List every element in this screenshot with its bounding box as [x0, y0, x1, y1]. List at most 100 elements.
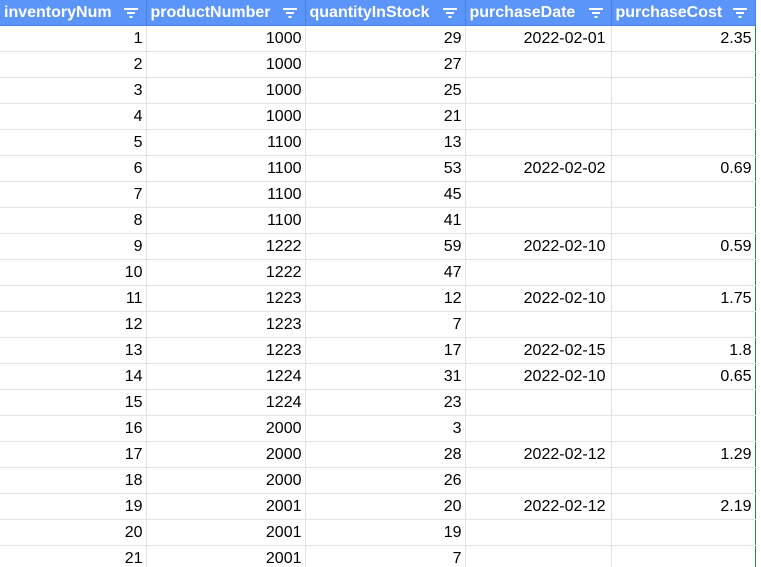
- cell-purchaseDate[interactable]: [465, 467, 612, 494]
- cell-inventoryNum[interactable]: 19: [0, 493, 147, 520]
- cell-inventoryNum[interactable]: 16: [0, 415, 147, 442]
- cell-inventoryNum[interactable]: 11: [0, 285, 147, 312]
- column-header-inventoryNum[interactable]: inventoryNum: [0, 0, 147, 26]
- cell-purchaseCost[interactable]: [611, 77, 756, 104]
- filter-icon[interactable]: [587, 4, 605, 22]
- cell-purchaseCost[interactable]: [611, 259, 756, 286]
- cell-productNumber[interactable]: 1000: [146, 25, 306, 52]
- cell-purchaseCost[interactable]: 2.19: [611, 493, 756, 520]
- cell-quantityInStock[interactable]: 17: [305, 337, 466, 364]
- cell-productNumber[interactable]: 1100: [146, 155, 306, 182]
- cell-purchaseCost[interactable]: 0.69: [611, 155, 756, 182]
- cell-inventoryNum[interactable]: 2: [0, 51, 147, 78]
- cell-purchaseDate[interactable]: 2022-02-15: [465, 337, 612, 364]
- cell-inventoryNum[interactable]: 21: [0, 545, 147, 567]
- column-header-purchaseDate[interactable]: purchaseDate: [465, 0, 612, 26]
- cell-productNumber[interactable]: 1222: [146, 233, 306, 260]
- cell-productNumber[interactable]: 1223: [146, 337, 306, 364]
- cell-purchaseDate[interactable]: [465, 259, 612, 286]
- cell-purchaseDate[interactable]: [465, 519, 612, 546]
- filter-icon[interactable]: [441, 4, 459, 22]
- column-header-purchaseCost[interactable]: purchaseCost: [611, 0, 756, 26]
- cell-productNumber[interactable]: 1000: [146, 51, 306, 78]
- cell-productNumber[interactable]: 2000: [146, 441, 306, 468]
- cell-purchaseDate[interactable]: [465, 311, 612, 338]
- cell-quantityInStock[interactable]: 26: [305, 467, 466, 494]
- cell-quantityInStock[interactable]: 41: [305, 207, 466, 234]
- cell-purchaseCost[interactable]: [611, 311, 756, 338]
- cell-inventoryNum[interactable]: 18: [0, 467, 147, 494]
- cell-productNumber[interactable]: 2001: [146, 545, 306, 567]
- cell-quantityInStock[interactable]: 29: [305, 25, 466, 52]
- cell-productNumber[interactable]: 1224: [146, 389, 306, 416]
- cell-productNumber[interactable]: 2000: [146, 415, 306, 442]
- cell-inventoryNum[interactable]: 8: [0, 207, 147, 234]
- cell-productNumber[interactable]: 1100: [146, 129, 306, 156]
- cell-inventoryNum[interactable]: 9: [0, 233, 147, 260]
- cell-inventoryNum[interactable]: 10: [0, 259, 147, 286]
- cell-purchaseDate[interactable]: [465, 207, 612, 234]
- cell-quantityInStock[interactable]: 3: [305, 415, 466, 442]
- cell-purchaseDate[interactable]: 2022-02-02: [465, 155, 612, 182]
- column-header-quantityInStock[interactable]: quantityInStock: [305, 0, 466, 26]
- cell-purchaseDate[interactable]: 2022-02-12: [465, 441, 612, 468]
- cell-quantityInStock[interactable]: 28: [305, 441, 466, 468]
- cell-productNumber[interactable]: 1100: [146, 181, 306, 208]
- cell-purchaseCost[interactable]: [611, 129, 756, 156]
- cell-purchaseCost[interactable]: 1.29: [611, 441, 756, 468]
- cell-purchaseCost[interactable]: 0.59: [611, 233, 756, 260]
- cell-quantityInStock[interactable]: 59: [305, 233, 466, 260]
- cell-quantityInStock[interactable]: 12: [305, 285, 466, 312]
- cell-inventoryNum[interactable]: 17: [0, 441, 147, 468]
- cell-purchaseCost[interactable]: 0.65: [611, 363, 756, 390]
- filter-icon[interactable]: [281, 4, 299, 22]
- cell-inventoryNum[interactable]: 6: [0, 155, 147, 182]
- column-header-productNumber[interactable]: productNumber: [146, 0, 306, 26]
- cell-purchaseCost[interactable]: [611, 207, 756, 234]
- cell-inventoryNum[interactable]: 7: [0, 181, 147, 208]
- cell-inventoryNum[interactable]: 3: [0, 77, 147, 104]
- cell-quantityInStock[interactable]: 7: [305, 311, 466, 338]
- cell-productNumber[interactable]: 2001: [146, 493, 306, 520]
- cell-inventoryNum[interactable]: 1: [0, 25, 147, 52]
- cell-quantityInStock[interactable]: 25: [305, 77, 466, 104]
- cell-purchaseDate[interactable]: [465, 77, 612, 104]
- cell-quantityInStock[interactable]: 21: [305, 103, 466, 130]
- cell-quantityInStock[interactable]: 19: [305, 519, 466, 546]
- cell-inventoryNum[interactable]: 14: [0, 363, 147, 390]
- cell-purchaseDate[interactable]: 2022-02-01: [465, 25, 612, 52]
- cell-purchaseCost[interactable]: 1.75: [611, 285, 756, 312]
- cell-purchaseDate[interactable]: [465, 415, 612, 442]
- cell-productNumber[interactable]: 1223: [146, 285, 306, 312]
- cell-productNumber[interactable]: 1223: [146, 311, 306, 338]
- cell-quantityInStock[interactable]: 13: [305, 129, 466, 156]
- cell-purchaseDate[interactable]: [465, 389, 612, 416]
- cell-inventoryNum[interactable]: 12: [0, 311, 147, 338]
- cell-quantityInStock[interactable]: 47: [305, 259, 466, 286]
- cell-quantityInStock[interactable]: 45: [305, 181, 466, 208]
- cell-quantityInStock[interactable]: 23: [305, 389, 466, 416]
- cell-purchaseDate[interactable]: [465, 545, 612, 567]
- cell-purchaseDate[interactable]: 2022-02-10: [465, 363, 612, 390]
- cell-productNumber[interactable]: 2001: [146, 519, 306, 546]
- filter-icon[interactable]: [122, 4, 140, 22]
- cell-purchaseDate[interactable]: [465, 129, 612, 156]
- cell-purchaseCost[interactable]: [611, 415, 756, 442]
- cell-productNumber[interactable]: 1000: [146, 77, 306, 104]
- filter-icon[interactable]: [731, 4, 749, 22]
- cell-purchaseCost[interactable]: [611, 181, 756, 208]
- cell-purchaseCost[interactable]: [611, 51, 756, 78]
- cell-purchaseDate[interactable]: 2022-02-12: [465, 493, 612, 520]
- cell-inventoryNum[interactable]: 13: [0, 337, 147, 364]
- cell-inventoryNum[interactable]: 20: [0, 519, 147, 546]
- cell-productNumber[interactable]: 1224: [146, 363, 306, 390]
- cell-quantityInStock[interactable]: 31: [305, 363, 466, 390]
- cell-purchaseDate[interactable]: [465, 103, 612, 130]
- cell-quantityInStock[interactable]: 53: [305, 155, 466, 182]
- cell-purchaseCost[interactable]: 2.35: [611, 25, 756, 52]
- cell-inventoryNum[interactable]: 4: [0, 103, 147, 130]
- cell-purchaseCost[interactable]: 1.8: [611, 337, 756, 364]
- cell-purchaseCost[interactable]: [611, 519, 756, 546]
- cell-inventoryNum[interactable]: 15: [0, 389, 147, 416]
- cell-purchaseCost[interactable]: [611, 467, 756, 494]
